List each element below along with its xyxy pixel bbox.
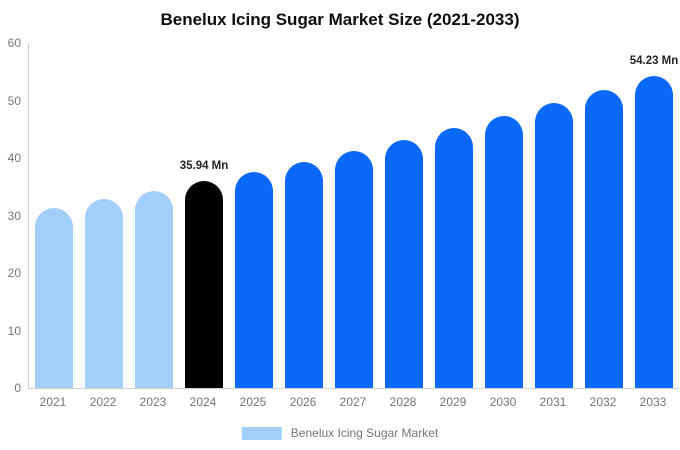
bar-slot-2022 <box>79 43 129 388</box>
bar-slot-2032 <box>579 43 629 388</box>
x-axis-label-2031: 2031 <box>539 395 567 409</box>
bar-2021[interactable] <box>35 208 73 388</box>
bar-value-label-2033: 54.23 Mn <box>629 55 679 68</box>
bar-slot-2031 <box>529 43 579 388</box>
x-axis-label-2027: 2027 <box>339 395 367 409</box>
x-axis-label-2030: 2030 <box>489 395 517 409</box>
y-axis-tick-label: 0 <box>14 381 21 395</box>
y-axis-tick-label: 20 <box>7 266 21 280</box>
x-axis-label-2028: 2028 <box>389 395 417 409</box>
x-axis-label-2026: 2026 <box>289 395 317 409</box>
bar-2024[interactable] <box>185 181 223 388</box>
plot-area: 35.94 Mn 54.23 Mn <box>28 43 679 389</box>
bar-2032[interactable] <box>585 90 623 388</box>
bar-2022[interactable] <box>85 199 123 388</box>
bar-slot-2024: 35.94 Mn <box>179 43 229 388</box>
x-axis-label-2033: 2033 <box>639 395 667 409</box>
bar-2026[interactable] <box>285 161 323 388</box>
y-axis-tick-label: 50 <box>7 93 21 108</box>
bars-container: 35.94 Mn 54.23 Mn <box>29 43 679 388</box>
y-axis-tick-label: 30 <box>7 208 21 223</box>
bar-slot-2028 <box>379 43 429 388</box>
chart-title: Benelux Icing Sugar Market Size (2021-20… <box>160 10 520 29</box>
bar-slot-2027 <box>329 43 379 388</box>
bar-2023[interactable] <box>135 190 173 388</box>
x-axis-label-2023: 2023 <box>139 395 167 409</box>
x-axis-label-2024: 2024 <box>189 395 217 409</box>
x-axis: 2021 2022 2023 2024 2025 2026 2027 2028 2029 2030… <box>28 395 678 409</box>
y-axis-tick-label: 10 <box>7 323 21 338</box>
bar-value-label-2024: 35.94 Mn <box>179 160 229 173</box>
x-axis-label-2029: 2029 <box>439 395 467 409</box>
y-axis-tick-label: 60 <box>7 36 21 50</box>
bar-slot-2025 <box>229 43 279 388</box>
y-axis-tick-label: 40 <box>7 151 21 165</box>
bar-slot-2021 <box>29 43 79 388</box>
legend-item[interactable]: Benelux Icing Sugar Market <box>241 426 439 440</box>
x-axis-label-2022: 2022 <box>89 395 117 409</box>
legend-label: Benelux Icing Sugar Market <box>290 426 439 440</box>
bar-2027[interactable] <box>335 151 373 388</box>
bar-slot-2029 <box>429 43 479 388</box>
bar-2033[interactable] <box>635 76 673 388</box>
bar-2030[interactable] <box>485 116 523 388</box>
bar-slot-2033: 54.23 Mn <box>629 43 679 388</box>
bar-2028[interactable] <box>385 140 423 388</box>
x-axis-label-2021: 2021 <box>39 395 67 409</box>
x-axis-label-2025: 2025 <box>239 395 267 409</box>
bar-2025[interactable] <box>235 171 273 388</box>
bar-slot-2023 <box>129 43 179 388</box>
bar-slot-2026 <box>279 43 329 388</box>
bar-slot-2030 <box>479 43 529 388</box>
x-axis-label-2032: 2032 <box>589 395 617 409</box>
bar-2029[interactable] <box>435 128 473 388</box>
legend-swatch-icon <box>241 426 282 440</box>
bar-2031[interactable] <box>535 103 573 388</box>
